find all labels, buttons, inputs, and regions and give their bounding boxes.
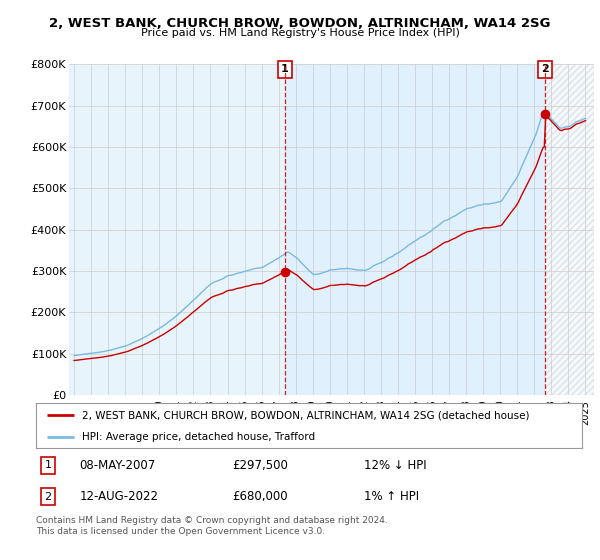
Text: 1% ↑ HPI: 1% ↑ HPI bbox=[364, 490, 419, 503]
Text: 2: 2 bbox=[44, 492, 52, 502]
Text: 12% ↓ HPI: 12% ↓ HPI bbox=[364, 459, 426, 472]
Text: 12-AUG-2022: 12-AUG-2022 bbox=[80, 490, 158, 503]
Text: £680,000: £680,000 bbox=[233, 490, 288, 503]
Text: Contains HM Land Registry data © Crown copyright and database right 2024.
This d: Contains HM Land Registry data © Crown c… bbox=[36, 516, 388, 536]
Bar bbox=[545, 64, 594, 395]
Text: HPI: Average price, detached house, Trafford: HPI: Average price, detached house, Traf… bbox=[82, 432, 316, 442]
Text: 2, WEST BANK, CHURCH BROW, BOWDON, ALTRINCHAM, WA14 2SG: 2, WEST BANK, CHURCH BROW, BOWDON, ALTRI… bbox=[49, 17, 551, 30]
Bar bbox=[285, 64, 545, 395]
Text: 1: 1 bbox=[281, 64, 289, 74]
Text: 2: 2 bbox=[541, 64, 549, 74]
Text: 1: 1 bbox=[44, 460, 52, 470]
Text: Price paid vs. HM Land Registry's House Price Index (HPI): Price paid vs. HM Land Registry's House … bbox=[140, 28, 460, 38]
Text: £297,500: £297,500 bbox=[233, 459, 289, 472]
Text: 2, WEST BANK, CHURCH BROW, BOWDON, ALTRINCHAM, WA14 2SG (detached house): 2, WEST BANK, CHURCH BROW, BOWDON, ALTRI… bbox=[82, 410, 530, 421]
Text: 08-MAY-2007: 08-MAY-2007 bbox=[80, 459, 156, 472]
